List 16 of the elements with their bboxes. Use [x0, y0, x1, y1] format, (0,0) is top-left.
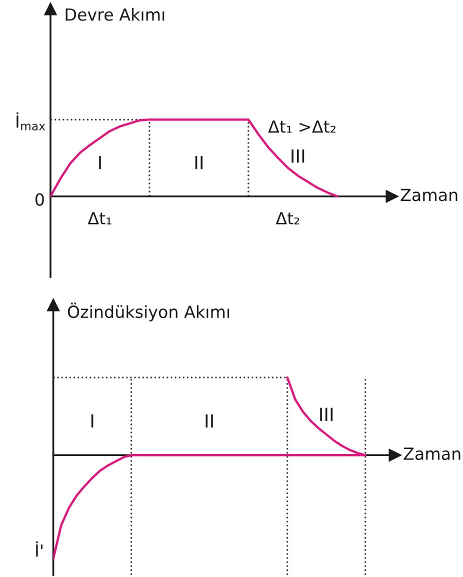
annotation: I: [91, 414, 94, 428]
x-tick-label: Δt₂: [276, 212, 300, 224]
text: 0: [35, 193, 44, 206]
annotation: III: [292, 149, 304, 163]
annotation: III: [320, 408, 333, 421]
annotation: II: [195, 156, 202, 170]
text: İ': [36, 541, 42, 557]
y-axis-title: Devre Akımı: [66, 8, 164, 21]
y-axis-title: Özindüksiyon Akımı: [68, 302, 230, 322]
x-axis-title: Zaman: [400, 188, 458, 202]
text: İ$_{max}$: [16, 112, 46, 130]
annotation: II: [206, 414, 213, 428]
x-tick-label: Δt₁: [88, 212, 112, 224]
annotation: Δt₁ >Δt₂: [268, 120, 336, 133]
annotation: I: [99, 156, 101, 170]
x-axis-title: Zaman: [404, 448, 460, 460]
